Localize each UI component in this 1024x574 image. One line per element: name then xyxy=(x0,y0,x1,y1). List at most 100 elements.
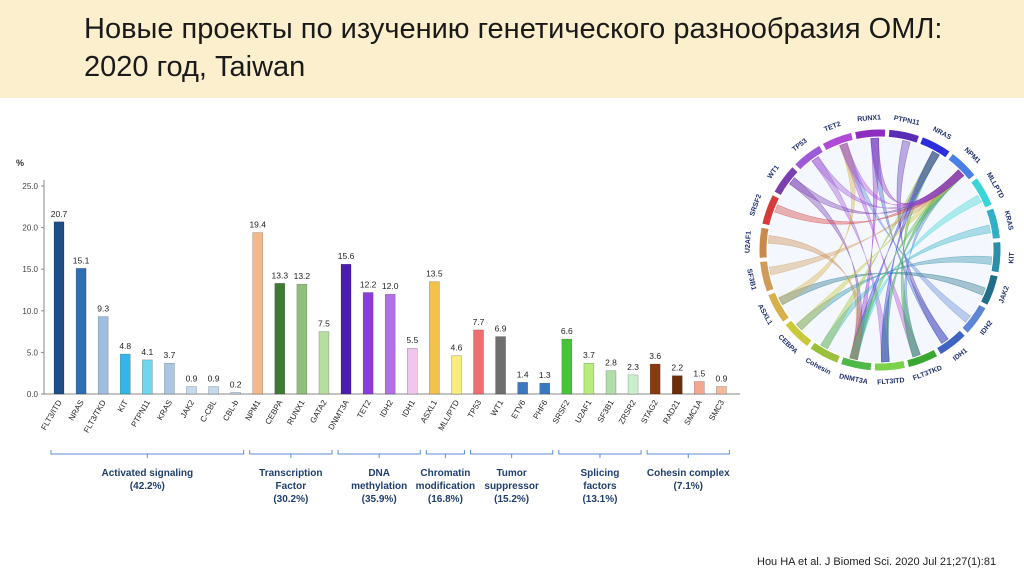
chord-segment xyxy=(907,349,938,367)
chord-label: WT1 xyxy=(767,164,781,180)
chord-label: TP53 xyxy=(791,138,809,154)
group-name: suppressor xyxy=(484,481,539,492)
category-label: RUNX1 xyxy=(285,398,307,426)
group-bracket xyxy=(425,450,465,458)
category-label: MLL/PTD xyxy=(436,398,461,432)
title-band xyxy=(0,0,1024,98)
bar-kras xyxy=(164,362,175,395)
category-label: KIT xyxy=(116,398,130,413)
chord-label: IDH2 xyxy=(979,320,994,337)
chord-ribbon xyxy=(881,150,940,363)
bar-etv6 xyxy=(517,382,528,395)
group-name: Factor xyxy=(276,481,307,492)
value-label: 9.3 xyxy=(97,304,109,314)
value-label: 15.6 xyxy=(338,251,355,261)
group-name: Transcription xyxy=(259,468,322,479)
chord-segment xyxy=(841,357,872,371)
chord-label: DNMT3A xyxy=(838,373,868,386)
group-name: Activated signaling xyxy=(101,468,193,479)
category-label: C-CBL xyxy=(198,398,218,424)
category-label: ASXL1 xyxy=(419,398,440,425)
bar-kit xyxy=(119,353,131,395)
bar-zrsr2 xyxy=(627,374,639,395)
chord-label: MLLPTD xyxy=(985,172,1005,200)
chord-segment xyxy=(795,145,823,170)
bar-stag2 xyxy=(649,363,661,395)
chord-segment xyxy=(774,167,798,196)
y-tick-label: 10.0 xyxy=(22,307,38,316)
y-tick-label: 25.0 xyxy=(22,182,38,191)
bar-wt1 xyxy=(495,336,506,395)
group-bracket xyxy=(470,450,554,458)
chord-ribbon xyxy=(767,235,862,361)
value-label: 7.7 xyxy=(473,317,485,327)
value-label: 5.5 xyxy=(406,335,418,345)
group-percent: (30.2%) xyxy=(273,494,308,505)
category-label: SF3B1 xyxy=(596,398,616,424)
chord-segment xyxy=(986,208,1000,239)
bar-jak2 xyxy=(186,386,197,395)
bar-gata2 xyxy=(318,331,330,395)
category-label: ZRSR2 xyxy=(617,398,638,426)
chord-segment xyxy=(888,129,919,143)
bar-dnmt3a xyxy=(340,263,352,395)
bar-u2af1 xyxy=(583,362,595,395)
bar-idh1 xyxy=(407,347,418,395)
category-label: WT1 xyxy=(489,398,506,418)
chord-segment xyxy=(768,292,789,322)
group-name: Cohesin complex xyxy=(647,468,730,479)
bar-rad21 xyxy=(671,375,683,395)
group-percent: (15.2%) xyxy=(494,494,529,505)
chord-label: FLT3ITD xyxy=(877,377,905,386)
bar-ptpn11 xyxy=(142,359,153,395)
bar-phf6 xyxy=(539,382,551,395)
chord-segment xyxy=(948,153,975,180)
value-label: 3.6 xyxy=(649,351,661,361)
chord-label: KRAS xyxy=(1003,210,1014,231)
group-bracket xyxy=(558,450,642,458)
bar-asxl1 xyxy=(429,281,440,395)
value-label: 2.3 xyxy=(627,362,639,372)
chord-label: U2AF1 xyxy=(744,231,752,254)
chord-label: NRAS xyxy=(931,126,952,142)
group-bracket xyxy=(50,450,245,458)
bar-cebpa xyxy=(274,283,286,395)
y-tick-label: 5.0 xyxy=(27,348,39,357)
category-label: ETV6 xyxy=(510,398,528,420)
value-label: 1.3 xyxy=(539,370,551,380)
group-percent: (35.9%) xyxy=(362,494,397,505)
bar-tet2 xyxy=(362,292,374,395)
bar-smc1a xyxy=(694,381,705,395)
group-bracket xyxy=(337,450,421,458)
bar-smc3 xyxy=(716,386,727,395)
chord-label: ASXL1 xyxy=(756,303,773,326)
chord-segment xyxy=(981,274,998,305)
chord-segment xyxy=(855,129,886,139)
y-tick-label: 15.0 xyxy=(22,265,38,274)
group-bracket xyxy=(249,450,333,458)
chord-segment xyxy=(759,227,769,258)
chord-label: FLT3TKD xyxy=(912,365,943,383)
category-label: SRSF2 xyxy=(551,398,572,425)
category-label: KRAS xyxy=(155,399,174,422)
value-label: 1.5 xyxy=(693,369,705,379)
value-label: 3.7 xyxy=(163,350,175,360)
category-label: JAK2 xyxy=(179,398,197,420)
chord-segment xyxy=(822,133,853,151)
chord-segment xyxy=(937,330,965,355)
value-label: 7.5 xyxy=(318,319,330,329)
group-name: Chromatin xyxy=(420,468,470,479)
bar-tp53 xyxy=(473,329,484,395)
value-label: 4.6 xyxy=(451,343,463,353)
value-label: 15.1 xyxy=(73,255,90,265)
group-bracket xyxy=(646,450,730,458)
value-label: 1.4 xyxy=(517,369,529,379)
chord-ribbon xyxy=(789,169,965,215)
bar-c-cbl xyxy=(208,386,219,395)
value-label: 4.8 xyxy=(119,341,131,351)
category-label: SMC1A xyxy=(682,398,704,427)
bar-mll-ptd xyxy=(451,355,462,395)
chord-segment xyxy=(971,178,992,208)
category-label: IDH2 xyxy=(378,398,395,419)
